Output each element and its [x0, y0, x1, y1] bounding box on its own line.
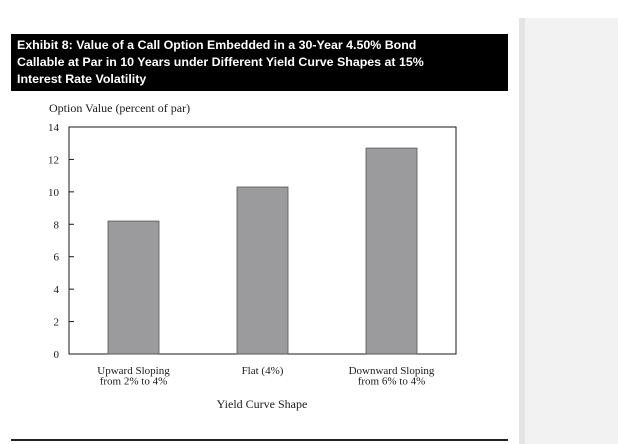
x-tick-label-1-line-2: from 2% to 4%	[100, 376, 168, 388]
y-axis-label: Option Value (percent of par)	[49, 101, 190, 115]
y-tick-label-10: 10	[48, 187, 60, 199]
title-line-2: Callable at Par in 10 Years under Differ…	[17, 55, 424, 69]
y-axis-ticks: 0 2 4 6 8 10 12 14	[48, 122, 74, 361]
y-tick-label-8: 8	[54, 219, 60, 231]
x-tick-label-3-line-1: Downward Sloping	[349, 365, 435, 377]
x-axis-label: Yield Curve Shape	[217, 397, 308, 411]
x-tick-label-1-line-1: Upward Sloping	[97, 365, 170, 377]
bar-3	[365, 147, 418, 355]
y-tick-label-14: 14	[48, 122, 60, 134]
y-tick-label-6: 6	[54, 252, 60, 264]
right-side-panel	[519, 18, 618, 444]
exhibit-title: Exhibit 8: Value of a Call Option Embedd…	[11, 34, 508, 91]
x-tick-label-2-line-1: Flat (4%)	[242, 365, 284, 377]
title-line-1: Exhibit 8: Value of a Call Option Embedd…	[17, 38, 417, 52]
x-tick-label-3-line-2: from 6% to 4%	[358, 376, 426, 388]
bottom-rule	[11, 439, 508, 441]
right-panel-edge	[519, 18, 525, 444]
y-tick-label-12: 12	[48, 154, 59, 166]
y-tick-label-2: 2	[54, 317, 60, 329]
y-tick-label-0: 0	[54, 349, 60, 361]
bars	[107, 147, 418, 355]
bar-2	[236, 186, 289, 355]
bar-1	[107, 220, 160, 355]
title-line-3: Interest Rate Volatility	[17, 72, 147, 86]
y-tick-label-4: 4	[54, 284, 60, 296]
